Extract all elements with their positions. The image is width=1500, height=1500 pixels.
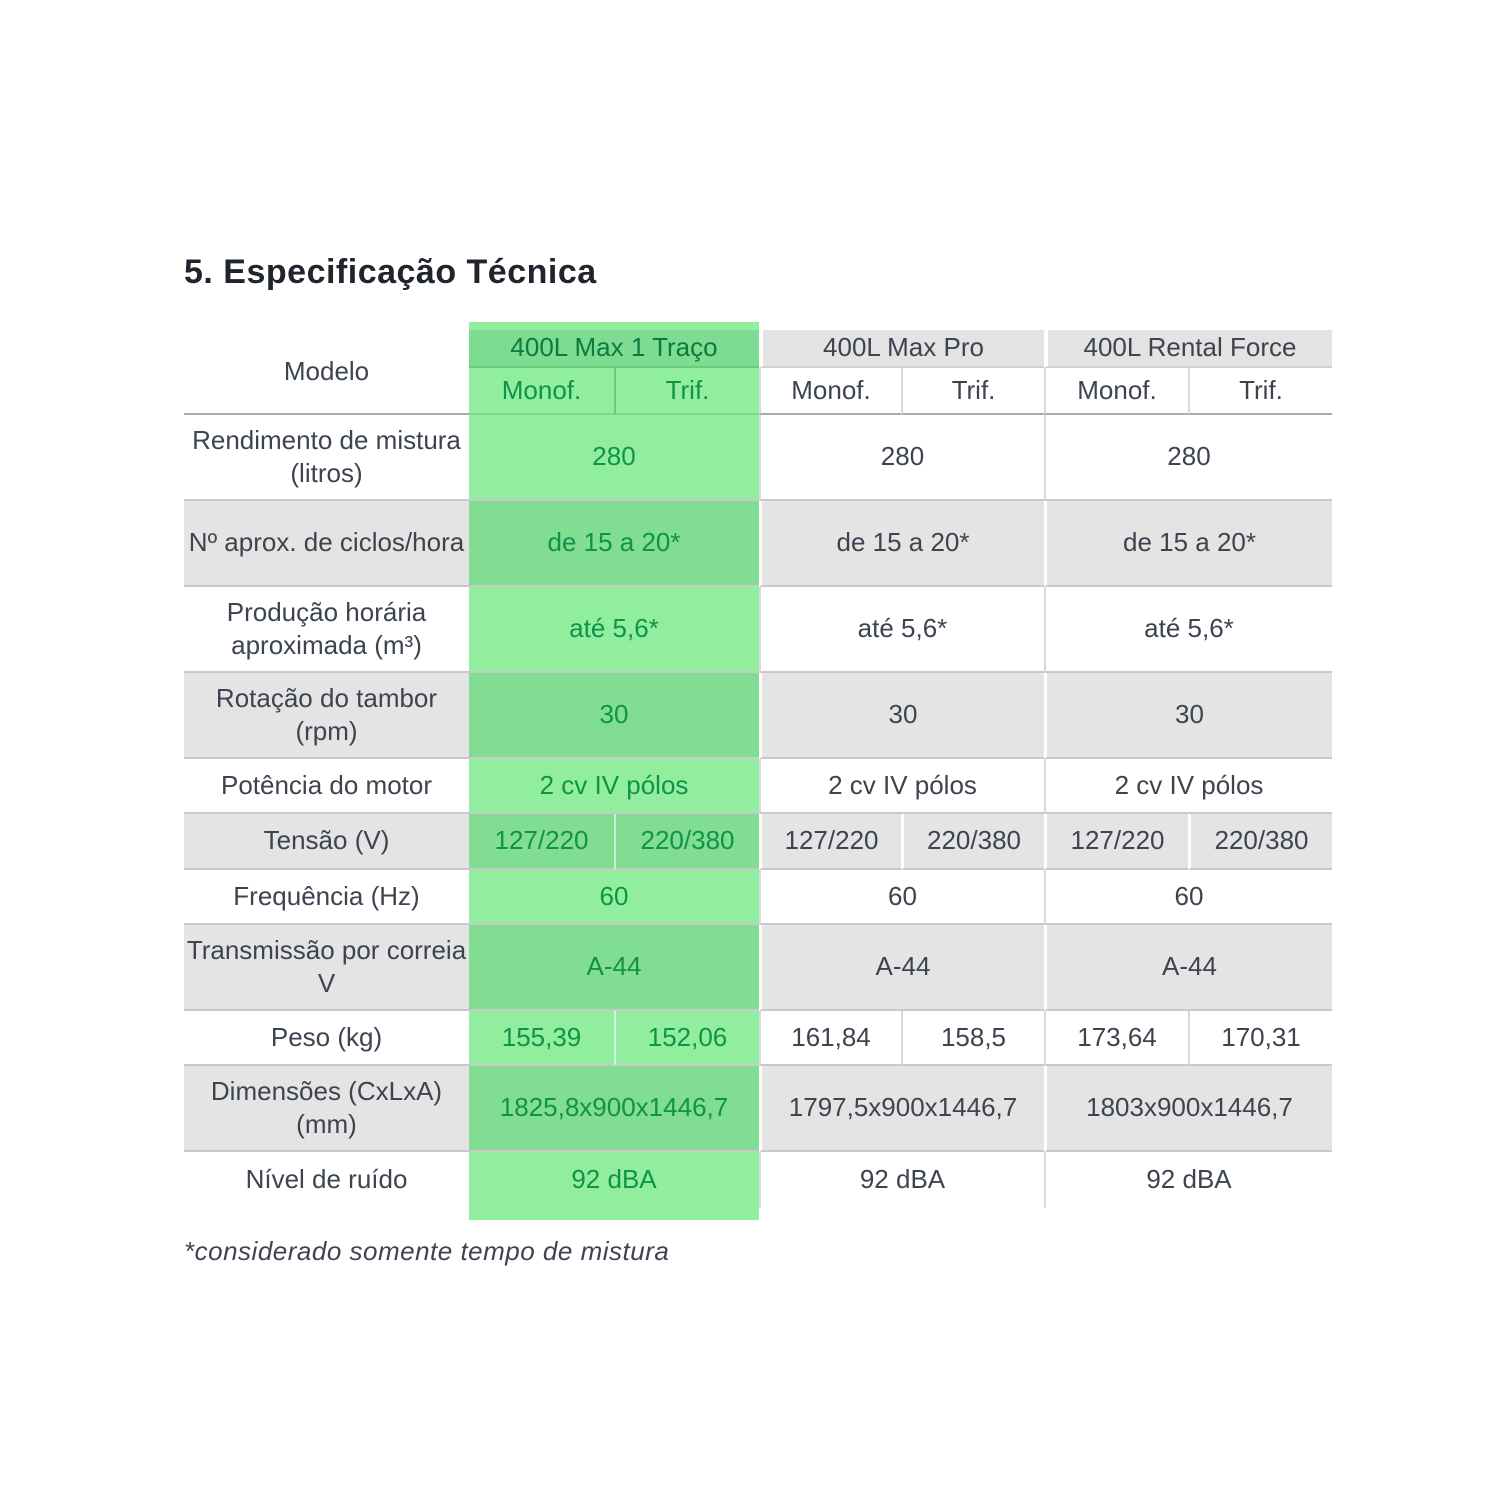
table-row-peso: Peso (kg) 155,39 152,06 161,84 158,5 173…	[184, 1010, 1332, 1066]
spec-value: 2 cv IV pólos	[1044, 758, 1332, 814]
table-row-rotacao: Rotação do tambor (rpm) 30 30 30	[184, 672, 1332, 759]
spec-value: 280	[1044, 414, 1332, 501]
spec-value: A-44	[759, 924, 1044, 1011]
subheader-trif-3: Trif.	[1188, 367, 1332, 415]
table-row-frequencia: Frequência (Hz) 60 60 60	[184, 869, 1332, 925]
spec-table: Modelo 400L Max 1 Traço 400L Max Pro 400…	[184, 321, 1332, 1220]
phase-header-row: Monof. Trif. Monof. Trif. Monof. Trif.	[184, 367, 1332, 415]
table-row-dimensoes: Dimensões (CxLxA) (mm) 1825,8x900x1446,7…	[184, 1065, 1332, 1152]
table-row-producao: Produção horária aproximada (m³) até 5,6…	[184, 586, 1332, 673]
table-row-potencia: Potência do motor 2 cv IV pólos 2 cv IV …	[184, 758, 1332, 814]
spec-value: 155,39	[469, 1010, 614, 1066]
row-label: Tensão (V)	[184, 813, 469, 870]
subheader-monof-2: Monof.	[759, 367, 901, 415]
row-label: Nº aprox. de ciclos/hora	[184, 500, 469, 587]
spec-value: 60	[759, 869, 1044, 925]
spec-value: 161,84	[759, 1010, 901, 1066]
spec-value: 220/380	[1188, 813, 1332, 870]
spacer-cell	[184, 322, 469, 330]
section-title: 5. Especificação Técnica	[184, 253, 597, 291]
row-label: Transmissão por correia V	[184, 924, 469, 1011]
highlight-extension-bottom	[184, 1207, 1332, 1220]
spec-value: 2 cv IV pólos	[469, 758, 759, 814]
spec-value: A-44	[1044, 924, 1332, 1011]
spec-value: de 15 a 20*	[759, 500, 1044, 587]
spec-value: 92 dBA	[759, 1151, 1044, 1208]
spec-value: 92 dBA	[469, 1151, 759, 1208]
spec-value: 2 cv IV pólos	[759, 758, 1044, 814]
table-row-nivel-ruido: Nível de ruído 92 dBA 92 dBA 92 dBA	[184, 1151, 1332, 1208]
spec-value: 280	[469, 414, 759, 501]
spec-value: 158,5	[901, 1010, 1044, 1066]
table-row-ciclos: Nº aprox. de ciclos/hora de 15 a 20* de …	[184, 500, 1332, 587]
subheader-trif-1: Trif.	[614, 367, 759, 415]
row-label: Rotação do tambor (rpm)	[184, 672, 469, 759]
product-header-400l-max-1-traco: 400L Max 1 Traço	[469, 329, 759, 368]
spec-value: 127/220	[469, 813, 614, 870]
spacer-cell	[1044, 1208, 1332, 1220]
subheader-trif-2: Trif.	[901, 367, 1044, 415]
spec-value: de 15 a 20*	[469, 500, 759, 587]
product-header-400l-rental-force: 400L Rental Force	[1044, 329, 1332, 368]
spec-value: 1797,5x900x1446,7	[759, 1065, 1044, 1152]
spec-value: de 15 a 20*	[1044, 500, 1332, 587]
highlight-extension-top	[184, 321, 1332, 330]
spacer-cell	[184, 1208, 469, 1220]
spec-value: 60	[469, 869, 759, 925]
row-label: Rendimento de mistura (litros)	[184, 414, 469, 501]
row-label: Frequência (Hz)	[184, 869, 469, 925]
spec-value: 173,64	[1044, 1010, 1188, 1066]
spec-value: 280	[759, 414, 1044, 501]
spec-value: 60	[1044, 869, 1332, 925]
table-row-transmissao: Transmissão por correia V A-44 A-44 A-44	[184, 924, 1332, 1011]
model-label: Modelo	[184, 329, 469, 415]
spec-value: 170,31	[1188, 1010, 1332, 1066]
subheader-monof-3: Monof.	[1044, 367, 1188, 415]
row-label: Dimensões (CxLxA) (mm)	[184, 1065, 469, 1152]
spec-value: 127/220	[759, 813, 901, 870]
spec-value: 30	[469, 672, 759, 759]
row-label: Produção horária aproximada (m³)	[184, 586, 469, 673]
spacer-cell	[759, 322, 1044, 330]
subheader-monof-1: Monof.	[469, 367, 614, 415]
spec-value: até 5,6*	[759, 586, 1044, 673]
table-row-tensao: Tensão (V) 127/220 220/380 127/220 220/3…	[184, 813, 1332, 870]
spec-value: 30	[1044, 672, 1332, 759]
highlight-strip-bottom	[469, 1207, 759, 1220]
highlight-strip-top	[469, 321, 759, 330]
spec-sheet: 5. Especificação Técnica Modelo 400L Max…	[184, 252, 1332, 1267]
spacer-cell	[1044, 322, 1332, 330]
spacer-cell	[759, 1208, 1044, 1220]
spec-value: 1825,8x900x1446,7	[469, 1065, 759, 1152]
row-label: Peso (kg)	[184, 1010, 469, 1066]
product-header-row: Modelo 400L Max 1 Traço 400L Max Pro 400…	[184, 329, 1332, 415]
row-label: Nível de ruído	[184, 1151, 469, 1208]
footnote: *considerado somente tempo de mistura	[184, 1235, 670, 1266]
spec-value: 127/220	[1044, 813, 1188, 870]
spec-value: até 5,6*	[469, 586, 759, 673]
spec-value: 220/380	[901, 813, 1044, 870]
spec-value: A-44	[469, 924, 759, 1011]
spec-value: 1803x900x1446,7	[1044, 1065, 1332, 1152]
spec-value: até 5,6*	[1044, 586, 1332, 673]
spec-value: 30	[759, 672, 1044, 759]
row-label: Potência do motor	[184, 758, 469, 814]
product-header-400l-max-pro: 400L Max Pro	[759, 329, 1044, 368]
spec-value: 220/380	[614, 813, 759, 870]
table-row-rendimento: Rendimento de mistura (litros) 280 280 2…	[184, 414, 1332, 501]
spec-value: 92 dBA	[1044, 1151, 1332, 1208]
spec-value: 152,06	[614, 1010, 759, 1066]
